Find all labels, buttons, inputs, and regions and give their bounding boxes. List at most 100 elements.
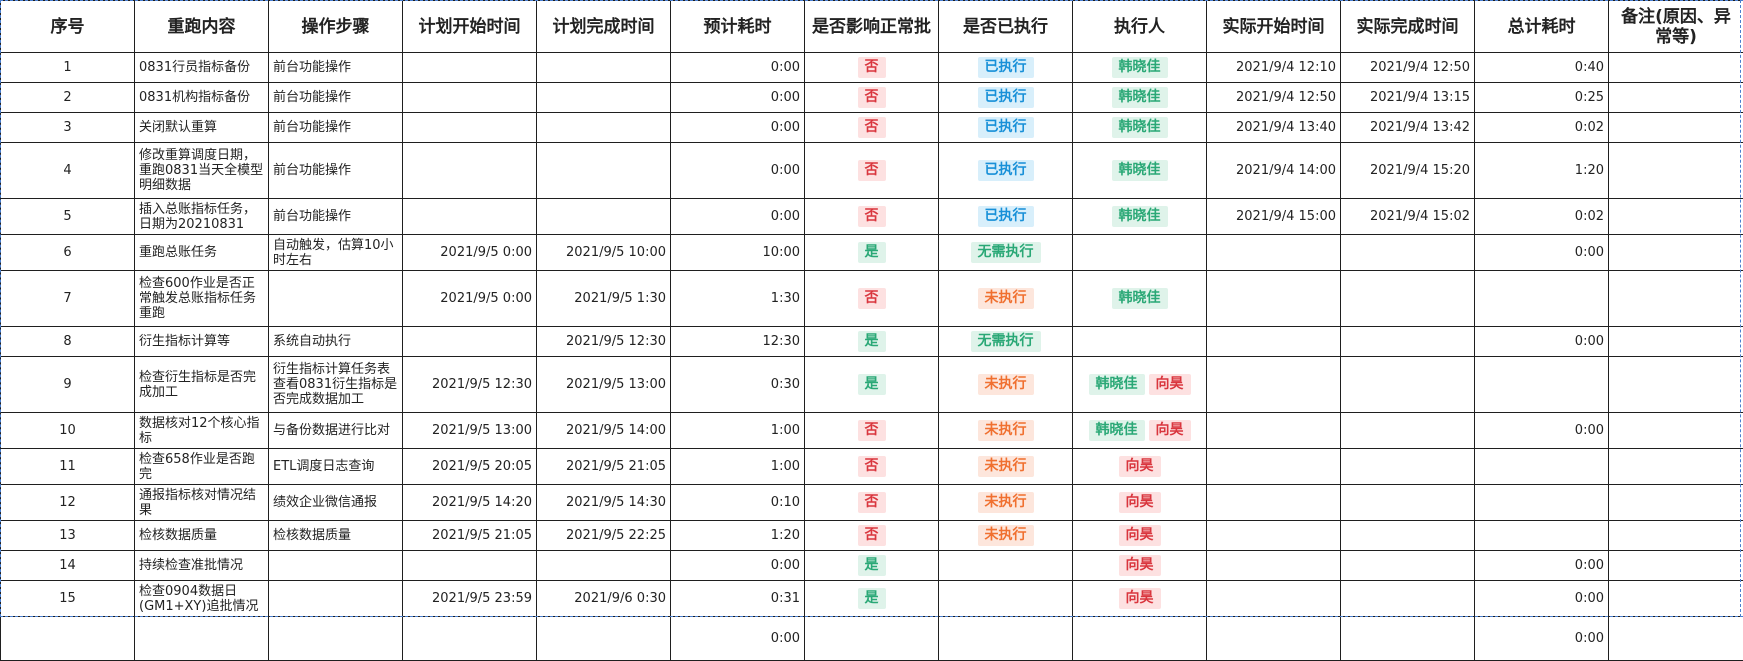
plan-start-cell[interactable]: 2021/9/5 0:00: [403, 271, 537, 327]
content-cell[interactable]: 通报指标核对情况结果: [135, 485, 269, 521]
plan-start-cell[interactable]: [403, 83, 537, 113]
actual-end-cell[interactable]: 2021/9/4 15:20: [1341, 143, 1475, 199]
total-duration-cell[interactable]: 0:00: [1475, 327, 1609, 357]
est-duration-cell[interactable]: 0:00: [671, 83, 805, 113]
executor-cell[interactable]: 韩晓佳: [1073, 271, 1207, 327]
status-cell[interactable]: 已执行: [939, 53, 1073, 83]
actual-end-cell[interactable]: 2021/9/4 13:15: [1341, 83, 1475, 113]
plan-start-cell[interactable]: 2021/9/5 20:05: [403, 449, 537, 485]
content-cell[interactable]: 0831行员指标备份: [135, 53, 269, 83]
total-duration-cell[interactable]: 0:00: [1475, 413, 1609, 449]
step-cell[interactable]: 绩效企业微信通报: [269, 485, 403, 521]
content-cell[interactable]: 重跑总账任务: [135, 235, 269, 271]
note-cell[interactable]: [1609, 413, 1743, 449]
status-cell[interactable]: [939, 551, 1073, 581]
status-cell[interactable]: 已执行: [939, 83, 1073, 113]
total-duration-cell[interactable]: 0:00: [1475, 581, 1609, 617]
plan-end-cell[interactable]: 2021/9/5 13:00: [537, 357, 671, 413]
plan-end-cell[interactable]: [537, 199, 671, 235]
header-cell[interactable]: 预计耗时: [671, 1, 805, 53]
est-duration-cell[interactable]: 0:00: [671, 199, 805, 235]
actual-start-cell[interactable]: [1207, 617, 1341, 661]
plan-start-cell[interactable]: 2021/9/5 14:20: [403, 485, 537, 521]
step-cell[interactable]: 与备份数据进行比对: [269, 413, 403, 449]
note-cell[interactable]: [1609, 199, 1743, 235]
plan-end-cell[interactable]: 2021/9/5 21:05: [537, 449, 671, 485]
actual-start-cell[interactable]: [1207, 357, 1341, 413]
plan-start-cell[interactable]: 2021/9/5 13:00: [403, 413, 537, 449]
executor-cell[interactable]: 韩晓佳: [1073, 113, 1207, 143]
total-duration-cell[interactable]: 1:20: [1475, 143, 1609, 199]
actual-end-cell[interactable]: [1341, 235, 1475, 271]
executor-cell[interactable]: 向昊: [1073, 485, 1207, 521]
executor-cell[interactable]: 韩晓佳向昊: [1073, 357, 1207, 413]
step-cell[interactable]: 前台功能操作: [269, 143, 403, 199]
status-cell[interactable]: 未执行: [939, 357, 1073, 413]
note-cell[interactable]: [1609, 485, 1743, 521]
affect-cell[interactable]: 否: [805, 271, 939, 327]
header-cell[interactable]: 备注(原因、异常等): [1609, 1, 1743, 53]
affect-cell[interactable]: 是: [805, 357, 939, 413]
actual-end-cell[interactable]: 2021/9/4 13:42: [1341, 113, 1475, 143]
affect-cell[interactable]: 否: [805, 143, 939, 199]
content-cell[interactable]: 数据核对12个核心指标: [135, 413, 269, 449]
step-cell[interactable]: 系统自动执行: [269, 327, 403, 357]
content-cell[interactable]: 检查衍生指标是否完成加工: [135, 357, 269, 413]
header-cell[interactable]: 是否已执行: [939, 1, 1073, 53]
plan-start-cell[interactable]: [403, 199, 537, 235]
total-duration-cell[interactable]: [1475, 521, 1609, 551]
total-duration-cell[interactable]: [1475, 271, 1609, 327]
plan-end-cell[interactable]: 2021/9/5 12:30: [537, 327, 671, 357]
seq-cell[interactable]: 10: [1, 413, 135, 449]
actual-start-cell[interactable]: [1207, 581, 1341, 617]
actual-end-cell[interactable]: [1341, 521, 1475, 551]
step-cell[interactable]: [269, 617, 403, 661]
note-cell[interactable]: [1609, 617, 1743, 661]
plan-end-cell[interactable]: [537, 53, 671, 83]
status-cell[interactable]: 无需执行: [939, 327, 1073, 357]
seq-cell[interactable]: 14: [1, 551, 135, 581]
plan-start-cell[interactable]: 2021/9/5 21:05: [403, 521, 537, 551]
header-cell[interactable]: 实际完成时间: [1341, 1, 1475, 53]
affect-cell[interactable]: 是: [805, 581, 939, 617]
status-cell[interactable]: 未执行: [939, 521, 1073, 551]
content-cell[interactable]: 衍生指标计算等: [135, 327, 269, 357]
actual-end-cell[interactable]: [1341, 581, 1475, 617]
note-cell[interactable]: [1609, 271, 1743, 327]
note-cell[interactable]: [1609, 143, 1743, 199]
seq-cell[interactable]: 8: [1, 327, 135, 357]
step-cell[interactable]: 自动触发，估算10小时左右: [269, 235, 403, 271]
seq-cell[interactable]: 1: [1, 53, 135, 83]
affect-cell[interactable]: 否: [805, 83, 939, 113]
total-duration-cell[interactable]: 0:02: [1475, 199, 1609, 235]
est-duration-cell[interactable]: 1:00: [671, 413, 805, 449]
plan-end-cell[interactable]: [537, 113, 671, 143]
content-cell[interactable]: 检核数据质量: [135, 521, 269, 551]
content-cell[interactable]: [135, 617, 269, 661]
total-duration-cell[interactable]: 0:02: [1475, 113, 1609, 143]
header-cell[interactable]: 总计耗时: [1475, 1, 1609, 53]
executor-cell[interactable]: 韩晓佳: [1073, 83, 1207, 113]
plan-end-cell[interactable]: 2021/9/5 14:30: [537, 485, 671, 521]
step-cell[interactable]: ETL调度日志查询: [269, 449, 403, 485]
header-cell[interactable]: 实际开始时间: [1207, 1, 1341, 53]
total-duration-cell[interactable]: 0:40: [1475, 53, 1609, 83]
plan-end-cell[interactable]: 2021/9/5 14:00: [537, 413, 671, 449]
note-cell[interactable]: [1609, 53, 1743, 83]
note-cell[interactable]: [1609, 521, 1743, 551]
affect-cell[interactable]: 否: [805, 449, 939, 485]
total-duration-cell[interactable]: 0:00: [1475, 617, 1609, 661]
header-cell[interactable]: 执行人: [1073, 1, 1207, 53]
total-duration-cell[interactable]: [1475, 485, 1609, 521]
actual-start-cell[interactable]: [1207, 327, 1341, 357]
status-cell[interactable]: [939, 581, 1073, 617]
executor-cell[interactable]: [1073, 235, 1207, 271]
status-cell[interactable]: 未执行: [939, 413, 1073, 449]
executor-cell[interactable]: 向昊: [1073, 551, 1207, 581]
step-cell[interactable]: 前台功能操作: [269, 113, 403, 143]
content-cell[interactable]: 检查0904数据日(GM1+XY)追批情况: [135, 581, 269, 617]
seq-cell[interactable]: 13: [1, 521, 135, 551]
seq-cell[interactable]: 4: [1, 143, 135, 199]
actual-start-cell[interactable]: [1207, 521, 1341, 551]
actual-end-cell[interactable]: [1341, 271, 1475, 327]
